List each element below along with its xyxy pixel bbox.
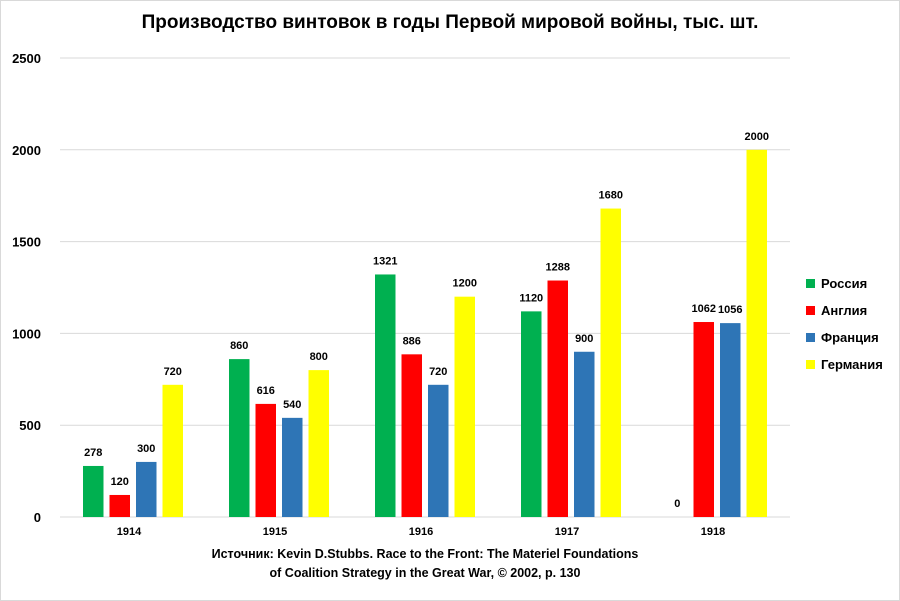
y-tick-label: 2000 — [12, 143, 41, 158]
legend-label: Россия — [821, 276, 867, 291]
bar-1916-Англия — [402, 354, 423, 517]
data-label: 278 — [84, 447, 102, 459]
data-label: 2000 — [745, 131, 769, 143]
bar-1915-Россия — [229, 359, 250, 517]
data-label: 886 — [403, 335, 421, 347]
data-label: 1056 — [718, 304, 742, 316]
bar-1917-Англия — [548, 281, 569, 517]
bar-1916-Германия — [455, 297, 476, 517]
data-label: 1200 — [453, 278, 477, 290]
x-axis-ticks: 1914 1915 1916 1917 1918 — [117, 526, 725, 538]
x-tick-label: 1914 — [117, 526, 142, 538]
legend-item: Россия — [806, 270, 883, 297]
data-label: 720 — [429, 366, 447, 378]
bar-1914-Россия — [83, 466, 104, 517]
data-label: 1120 — [519, 292, 543, 304]
data-labels: 278 120 300 720 860 616 540 800 1321 886 720 1200 11… — [84, 131, 769, 510]
bar-1914-Германия — [163, 385, 184, 517]
bar-1918-Франция — [720, 323, 741, 517]
bar-1916-Россия — [375, 274, 396, 517]
legend: Россия Англия Франция Германия — [806, 270, 883, 378]
data-label: 616 — [257, 385, 275, 397]
y-tick-label: 1500 — [12, 235, 41, 250]
y-tick-label: 1000 — [12, 326, 41, 341]
data-label: 1062 — [692, 303, 716, 315]
x-tick-label: 1916 — [409, 526, 433, 538]
data-label: 300 — [137, 443, 155, 455]
y-tick-label: 2500 — [12, 51, 41, 66]
bar-1914-Англия — [110, 495, 131, 517]
data-label: 900 — [575, 333, 593, 345]
bar-1918-Германия — [747, 150, 768, 517]
legend-item: Франция — [806, 324, 883, 351]
bar-1917-Россия — [521, 311, 542, 517]
data-label: 1321 — [373, 255, 397, 267]
data-label: 1680 — [599, 190, 623, 202]
bar-1915-Англия — [256, 404, 277, 517]
legend-swatch — [806, 360, 815, 369]
legend-item: Германия — [806, 351, 883, 378]
x-tick-label: 1918 — [701, 526, 725, 538]
x-tick-label: 1917 — [555, 526, 579, 538]
source-line-1: Источник: Kevin D.Stubbs. Race to the Fr… — [140, 545, 710, 564]
legend-label: Германия — [821, 357, 883, 372]
y-axis-ticks: 0 500 1000 1500 2000 2500 — [12, 51, 41, 525]
legend-swatch — [806, 306, 815, 315]
y-tick-label: 0 — [34, 510, 41, 525]
data-label: 860 — [230, 340, 248, 352]
x-tick-label: 1915 — [263, 526, 287, 538]
y-tick-label: 500 — [19, 418, 41, 433]
legend-label: Франция — [821, 330, 879, 345]
data-label: 800 — [310, 351, 328, 363]
data-label: 540 — [283, 399, 301, 411]
bar-1917-Франция — [574, 352, 595, 517]
bar-1916-Франция — [428, 385, 449, 517]
source-note: Источник: Kevin D.Stubbs. Race to the Fr… — [140, 545, 710, 583]
data-label: 720 — [164, 366, 182, 378]
data-label: 0 — [674, 498, 680, 510]
bar-1918-Англия — [694, 322, 715, 517]
source-line-2: of Coalition Strategy in the Great War, … — [140, 564, 710, 583]
bar-1914-Франция — [136, 462, 157, 517]
data-label: 120 — [111, 476, 129, 488]
bar-1915-Франция — [282, 418, 303, 517]
legend-swatch — [806, 333, 815, 342]
legend-label: Англия — [821, 303, 867, 318]
legend-item: Англия — [806, 297, 883, 324]
legend-swatch — [806, 279, 815, 288]
bar-1917-Германия — [601, 209, 622, 517]
data-label: 1288 — [546, 262, 570, 274]
bar-1915-Германия — [309, 370, 330, 517]
